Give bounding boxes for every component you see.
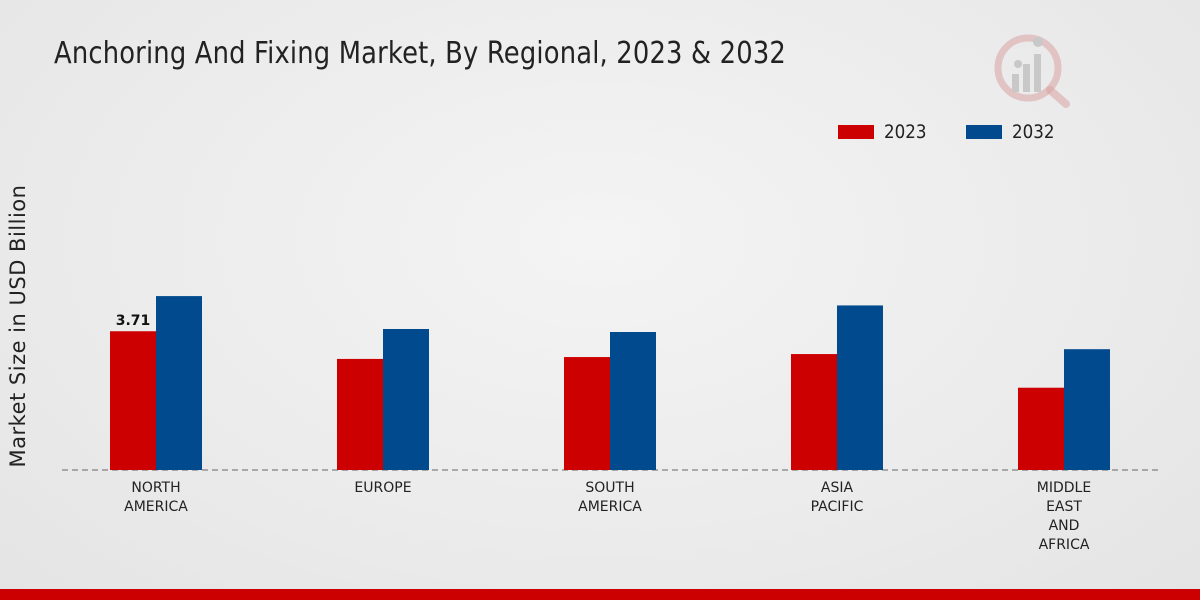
bar-2032-0 [156, 296, 202, 470]
x-tick-label-3: ASIA PACIFIC [810, 480, 864, 515]
x-tick-label-1: EUROPE [354, 480, 412, 496]
data-label-0: 3.71 [116, 313, 151, 329]
bar-2023-4 [1018, 387, 1064, 470]
bar-2032-2 [610, 331, 656, 470]
bar-2023-3 [791, 354, 837, 470]
legend-swatch-2023 [838, 125, 874, 139]
legend-item-2032: 2032 [966, 121, 1060, 143]
legend-label-2023: 2023 [884, 121, 927, 143]
legend-item-2023: 2023 [838, 121, 932, 143]
footer-bar [0, 589, 1200, 600]
brand-logo-icon [994, 34, 1070, 108]
bar-2023-0 [110, 331, 156, 470]
legend-label-2032: 2032 [1012, 121, 1055, 143]
legend-swatch-2032 [966, 125, 1003, 139]
chart-legend: 2023 2032 [838, 121, 1095, 143]
x-tick-label-0: NORTH AMERICA [124, 480, 188, 515]
bar-2032-4 [1064, 349, 1110, 470]
bar-2023-2 [564, 357, 610, 470]
bar-2023-1 [337, 358, 383, 470]
x-tick-label-2: SOUTH AMERICA [578, 480, 642, 515]
x-tick-label-4: MIDDLE EAST AND AFRICA [1036, 480, 1092, 553]
bar-2032-3 [837, 305, 883, 470]
bar-2032-1 [383, 329, 429, 470]
chart-title: Anchoring And Fixing Market, By Regional… [54, 36, 787, 71]
